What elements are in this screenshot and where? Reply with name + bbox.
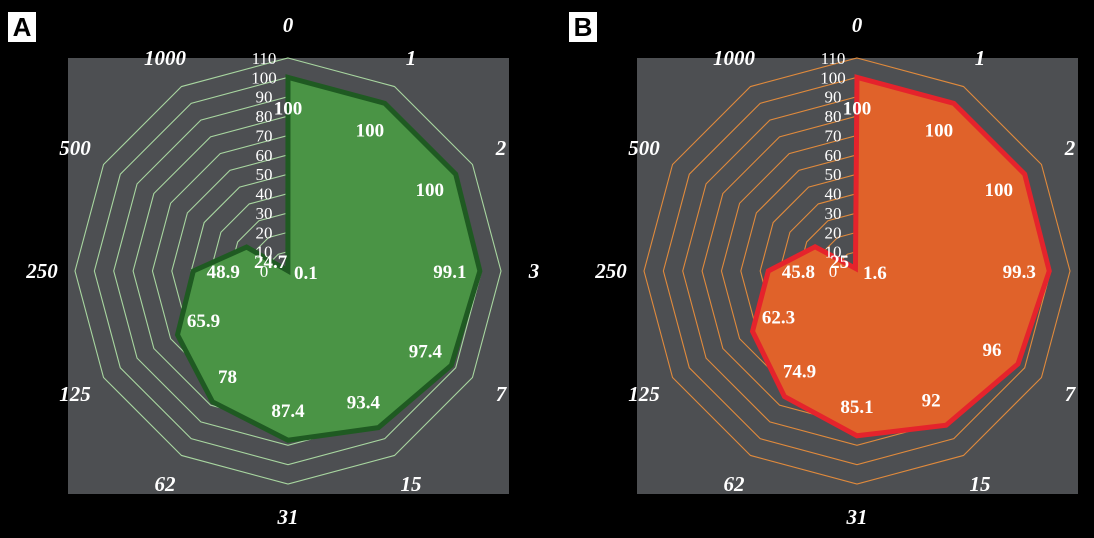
category-label: 1	[975, 46, 986, 70]
category-label: 500	[59, 136, 91, 160]
data-label: 100	[356, 120, 385, 141]
category-label: 0	[283, 13, 294, 37]
radial-tick-label: 0	[260, 262, 269, 281]
radial-tick-label: 20	[256, 223, 273, 242]
category-label: 2	[495, 136, 507, 160]
category-label: 62	[155, 472, 177, 496]
category-label: 7	[1065, 382, 1077, 406]
data-label: 92	[922, 390, 941, 411]
category-label: 1000	[144, 46, 187, 70]
data-label: 0.1	[294, 263, 318, 284]
radial-tick-label: 90	[256, 88, 273, 107]
radial-tick-label: 40	[825, 185, 842, 204]
radial-tick-label: 20	[825, 223, 842, 242]
radial-tick-label: 30	[825, 204, 842, 223]
radial-tick-label: 0	[829, 262, 838, 281]
data-label: 100	[925, 120, 954, 141]
data-label: 100	[415, 180, 444, 201]
radial-tick-label: 80	[256, 107, 273, 126]
radial-tick-label: 60	[825, 146, 842, 165]
radial-tick-label: 80	[825, 107, 842, 126]
radial-tick-label: 90	[825, 88, 842, 107]
data-label: 99.3	[1003, 262, 1036, 283]
data-label: 93.4	[347, 393, 381, 414]
data-label: 97.4	[409, 341, 443, 362]
data-label: 100	[274, 98, 303, 119]
data-label: 74.9	[783, 362, 816, 383]
radial-tick-label: 70	[825, 126, 842, 145]
category-label: 31	[277, 505, 299, 529]
data-label: 87.4	[271, 401, 305, 422]
radial-tick-label: 100	[251, 68, 277, 87]
category-label: 0	[852, 13, 863, 37]
radial-tick-label: 40	[256, 185, 273, 204]
chart-panel-a: 0 10 20 30 40 50 60 70 80 90 100 110 0 1 2 3 7 15 31 62 125 2…	[8, 12, 539, 529]
radial-tick-label: 100	[820, 68, 846, 87]
category-label: 125	[628, 382, 660, 406]
radial-tick-label: 110	[252, 49, 277, 68]
category-label: 7	[496, 382, 508, 406]
radial-tick-label: 50	[256, 165, 273, 184]
radar-chart-a: 0102030405060708090100110012371531621252…	[25, 13, 539, 529]
category-label: 3	[528, 259, 540, 283]
category-label: 62	[724, 472, 746, 496]
data-label: 24.7	[254, 252, 288, 273]
data-series-area	[174, 74, 483, 443]
data-label: 78	[218, 367, 237, 388]
chart-panel-b: 0102030405060708090100110012371531621252…	[569, 0, 1094, 538]
data-label: 65.9	[187, 311, 220, 332]
category-label: 15	[970, 472, 991, 496]
panel-label-a: A	[8, 12, 36, 42]
radar-chart-b: 0102030405060708090100110012371531621252…	[594, 13, 1078, 529]
data-label: 96	[983, 340, 1002, 361]
data-label: 100	[984, 180, 1013, 201]
category-label: 250	[594, 259, 627, 283]
category-label: 1	[406, 46, 417, 70]
category-label: 2	[1064, 136, 1076, 160]
data-label: 25	[830, 252, 849, 273]
panel-label-b: B	[569, 12, 597, 42]
category-label: 15	[401, 472, 422, 496]
data-label: 99.1	[433, 262, 466, 283]
radial-tick-label: 60	[256, 146, 273, 165]
data-series-area	[749, 74, 1052, 439]
data-label: 100	[843, 98, 872, 119]
category-label: 31	[846, 505, 868, 529]
category-label: 250	[25, 259, 58, 283]
radial-tick-label: 110	[821, 49, 846, 68]
radial-tick-label: 10	[825, 243, 842, 262]
radial-tick-label: 50	[825, 165, 842, 184]
data-label: 1.6	[863, 263, 887, 284]
data-label: 45.8	[782, 262, 815, 283]
radial-tick-label: 30	[256, 204, 273, 223]
category-label: 1000	[713, 46, 756, 70]
radial-tick-label: 70	[256, 126, 273, 145]
data-label: 48.9	[207, 262, 240, 283]
grid-ring	[643, 57, 1071, 485]
grid-ring	[74, 57, 502, 485]
radial-tick-label: 10	[256, 243, 273, 262]
data-label: 85.1	[840, 397, 873, 418]
data-labels: 100 100 100 99.3 96 92 85.1 74.9 62.3 45.8 25 1.6	[762, 98, 1036, 417]
category-label: 500	[628, 136, 660, 160]
category-label: 125	[59, 382, 91, 406]
data-label: 62.3	[762, 307, 795, 328]
